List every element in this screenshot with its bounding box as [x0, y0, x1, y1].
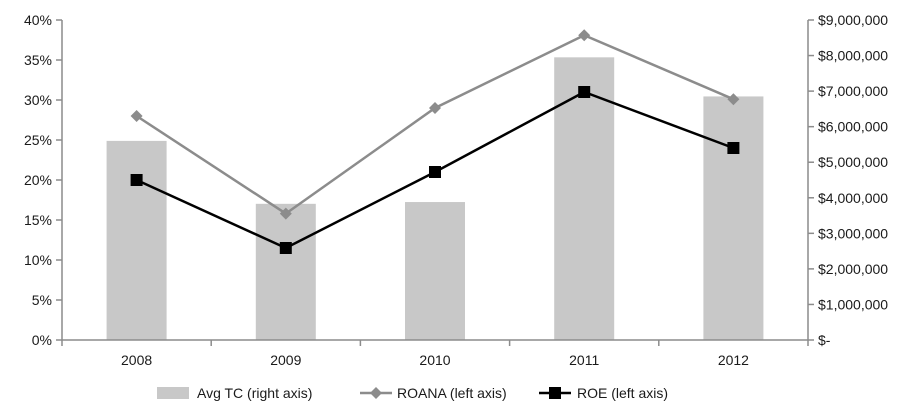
right-axis-tick-label: $1,000,000: [818, 296, 888, 312]
right-axis-tick-label: $7,000,000: [818, 83, 888, 99]
left-axis-tick-label: 5%: [32, 292, 52, 308]
legend-swatch-avg-tc: [157, 387, 189, 399]
roe-point-2010: [429, 166, 441, 178]
left-axis-tick-label: 40%: [24, 12, 52, 28]
roe-point-2009: [279, 242, 292, 254]
left-axis-tick-label: 0%: [32, 332, 52, 348]
roe-point-2011: [578, 86, 591, 98]
bar-2010: [405, 202, 465, 340]
roe-point-2008: [130, 174, 143, 186]
legend-label: ROANA (left axis): [397, 385, 507, 401]
legend-marker: [549, 387, 561, 399]
roana-point-2012: [727, 93, 740, 106]
axes-layer: 0% 5% 10% 15% 20% 25% 30% 35% 40% $- $1,000,000 $2,…: [24, 12, 888, 368]
right-axis-tick-label: $6,000,000: [818, 119, 888, 135]
roana-point-2009: [279, 207, 292, 220]
roana-point-2010: [429, 102, 441, 114]
x-axis-tick-label: 2012: [718, 352, 749, 368]
bars-layer: [106, 57, 764, 340]
bar-2008: [106, 140, 167, 340]
left-axis-tick-label: 10%: [24, 252, 52, 268]
bar-2009: [255, 203, 316, 340]
legend-marker: [370, 387, 382, 399]
legend: Avg TC (right axis) ROANA (left axis) ROE …: [157, 385, 668, 401]
right-axis-tick-label: $8,000,000: [818, 48, 888, 64]
right-axis-tick-label: $3,000,000: [818, 225, 888, 241]
right-axis-tick-label: $5,000,000: [818, 154, 888, 170]
left-axis-tick-label: 20%: [24, 172, 52, 188]
right-axis-tick-label: $9,000,000: [818, 12, 888, 28]
x-axis-tick-label: 2008: [121, 352, 152, 368]
left-axis-tick-label: 15%: [24, 212, 52, 228]
bar-2012: [703, 96, 764, 340]
left-axis-tick-label: 35%: [24, 52, 52, 68]
x-axis-tick-label: 2011: [569, 352, 599, 368]
right-axis-tick-label: $4,000,000: [818, 190, 888, 206]
x-axis-tick-label: 2010: [419, 352, 450, 368]
roe-point-2012: [727, 142, 740, 154]
bar-2011: [554, 57, 615, 340]
left-axis-tick-label: 25%: [24, 132, 52, 148]
left-axis-tick-label: 30%: [24, 92, 52, 108]
legend-label: ROE (left axis): [577, 385, 668, 401]
roana-series-line: [135, 33, 734, 216]
roana-point-2008: [130, 110, 143, 122]
lines-layer: [130, 29, 740, 254]
legend-label: Avg TC (right axis): [197, 385, 312, 401]
right-axis-tick-label: $2,000,000: [818, 261, 888, 277]
right-axis-tick-label: $-: [818, 332, 831, 348]
roana-point-2011: [578, 29, 591, 42]
x-axis-tick-label: 2009: [270, 352, 301, 368]
